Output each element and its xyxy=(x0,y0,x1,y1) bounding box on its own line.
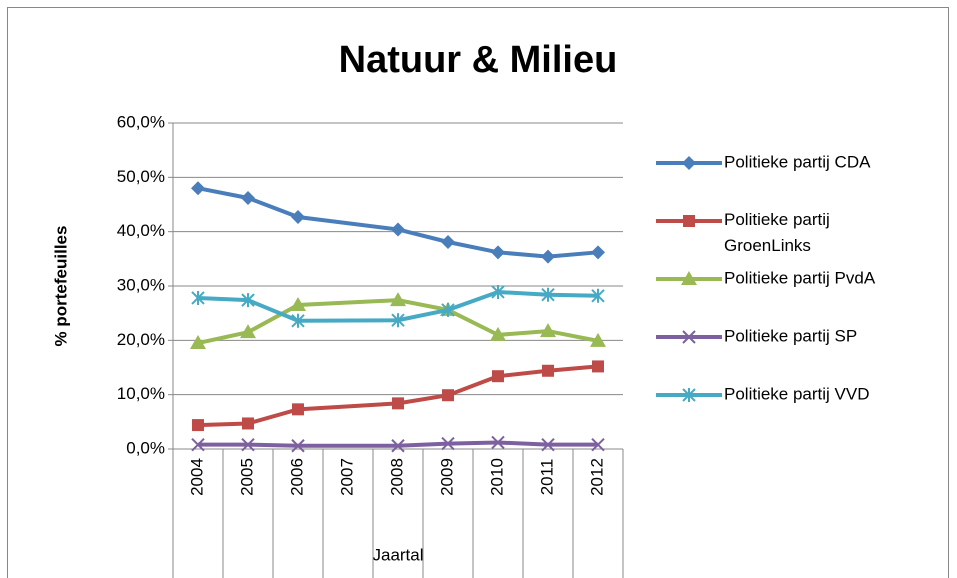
marker xyxy=(191,181,205,196)
marker xyxy=(191,437,205,452)
marker xyxy=(591,437,605,452)
y-tick-label: 10,0% xyxy=(117,384,165,403)
x-tick-label: 2010 xyxy=(487,458,506,496)
legend-label: Politieke partij CDA xyxy=(724,152,871,171)
marker xyxy=(491,245,505,260)
y-tick-label: 30,0% xyxy=(117,275,165,294)
marker xyxy=(591,245,605,260)
x-tick-label: 2011 xyxy=(537,459,556,496)
marker xyxy=(683,215,695,227)
x-tick-label: 2005 xyxy=(237,458,256,496)
legend-label: Politieke partij SP xyxy=(724,326,857,345)
series-line xyxy=(198,440,598,448)
legend-label-line: GroenLinks xyxy=(724,236,811,255)
x-axis-title: Jaartal xyxy=(372,545,423,564)
marker xyxy=(241,437,255,452)
series-line xyxy=(197,364,599,428)
marker xyxy=(390,292,406,307)
legend-label-line: Politieke partij xyxy=(724,210,830,229)
marker xyxy=(591,288,605,303)
x-tick-label: 2012 xyxy=(587,458,606,496)
marker xyxy=(540,323,556,338)
marker xyxy=(491,284,505,299)
x-tick-label: 2008 xyxy=(387,458,406,496)
y-tick-label: 20,0% xyxy=(117,330,165,349)
x-tick-label: 2006 xyxy=(287,458,306,496)
legend-label: Politieke partij PvdA xyxy=(724,268,876,287)
chart-title: Natuur & Milieu xyxy=(339,39,618,81)
series-line xyxy=(197,289,599,323)
marker xyxy=(491,435,505,450)
marker xyxy=(292,403,304,416)
y-tick-label: 40,0% xyxy=(117,221,165,240)
marker xyxy=(242,417,254,430)
marker xyxy=(681,271,697,285)
y-tick-label: 50,0% xyxy=(117,167,165,186)
marker xyxy=(240,324,256,339)
marker xyxy=(241,293,255,308)
series-line xyxy=(197,298,599,346)
marker xyxy=(442,389,454,402)
marker xyxy=(590,332,606,347)
marker xyxy=(391,222,405,237)
chart-border xyxy=(7,7,949,578)
legend-label: Politieke partij VVD xyxy=(724,384,870,403)
x-tick-label: 2004 xyxy=(187,458,206,496)
series-line xyxy=(197,186,599,259)
marker xyxy=(441,436,455,451)
legend-label: Politieke partij GroenLinks xyxy=(724,210,830,255)
marker xyxy=(190,335,206,350)
marker xyxy=(291,313,305,328)
marker xyxy=(291,439,305,453)
marker xyxy=(682,388,696,402)
x-tick-label: 2007 xyxy=(337,458,356,496)
marker xyxy=(542,364,554,377)
marker xyxy=(391,439,405,453)
marker xyxy=(490,326,506,341)
marker xyxy=(441,234,455,249)
marker xyxy=(441,302,455,317)
marker xyxy=(392,397,404,410)
marker xyxy=(682,156,696,170)
x-tick-label: 2009 xyxy=(437,458,456,496)
marker xyxy=(541,249,555,264)
marker xyxy=(492,370,504,383)
marker xyxy=(682,330,696,344)
marker xyxy=(290,297,306,312)
y-axis-title: % portefeuilles xyxy=(51,226,70,347)
marker xyxy=(291,209,305,224)
marker xyxy=(592,360,604,373)
y-tick-label: 60,0% xyxy=(117,112,165,131)
marker xyxy=(241,190,255,205)
marker xyxy=(541,437,555,452)
marker xyxy=(391,313,405,328)
marker xyxy=(191,290,205,305)
marker xyxy=(192,419,204,432)
y-tick-label: 0,0% xyxy=(126,438,165,457)
marker xyxy=(541,287,555,302)
